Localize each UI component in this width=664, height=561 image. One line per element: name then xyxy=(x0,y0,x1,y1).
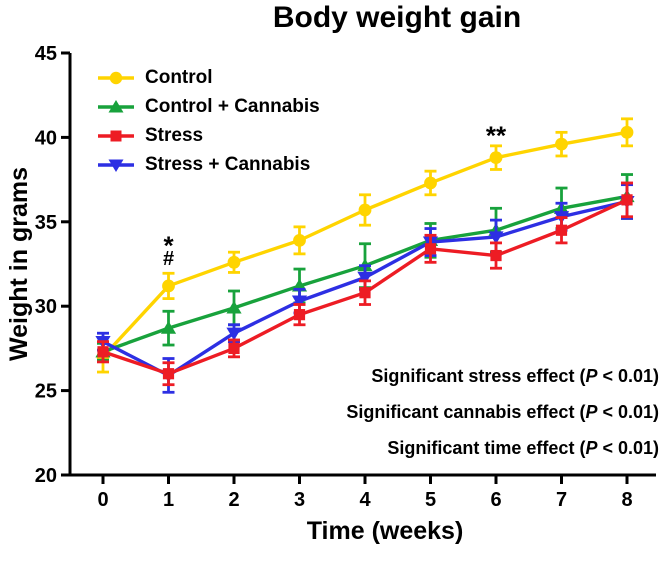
data-point-control xyxy=(358,203,372,217)
note-prefix: Significant time effect ( xyxy=(387,438,586,458)
annotation-star: * xyxy=(163,230,174,260)
circle-legend-icon xyxy=(98,71,134,84)
legend-label: Control + Cannabis xyxy=(145,95,320,117)
data-point-control xyxy=(555,137,568,151)
data-point-stress xyxy=(555,224,568,236)
note-prefix: Significant cannabis effect ( xyxy=(346,402,586,422)
note-suffix: < 0.01) xyxy=(597,438,659,458)
data-point-stress xyxy=(424,243,437,255)
legend-item: Stress xyxy=(96,121,320,150)
note-prefix: Significant stress effect ( xyxy=(371,366,586,386)
note-line: Significant cannabis effect (P < 0.01) xyxy=(346,394,659,430)
y-tick-label: 40 xyxy=(35,127,57,149)
y-tick-label: 25 xyxy=(35,381,57,403)
y-tick-label: 45 xyxy=(35,43,57,65)
legend-label: Stress + Cannabis xyxy=(145,153,311,175)
data-point-control xyxy=(620,125,634,139)
x-axis-label: Time (weeks) xyxy=(306,517,464,545)
data-point-stress-cannabis xyxy=(488,231,504,245)
data-point-stress-cannabis xyxy=(357,271,373,285)
note-p-symbol: P xyxy=(585,438,598,458)
data-point-stress xyxy=(293,309,306,321)
x-tick-label: 1 xyxy=(163,489,174,511)
x-tick-label: 5 xyxy=(425,489,436,511)
data-point-control xyxy=(227,255,241,269)
triangle-down-legend-icon xyxy=(98,159,134,172)
y-tick-label: 20 xyxy=(35,465,57,487)
y-tick-label: 30 xyxy=(35,296,57,318)
x-tick-label: 0 xyxy=(97,489,108,511)
data-point-control-cannabis xyxy=(226,300,242,314)
x-tick-label: 2 xyxy=(228,489,239,511)
annotation-hash: # xyxy=(163,248,174,270)
data-point-control xyxy=(424,176,437,190)
legend: Control Control + Cannabis Stress Stress + … xyxy=(96,63,320,179)
note-line: Significant stress effect (P < 0.01) xyxy=(346,358,659,394)
chart-title: Body weight gain xyxy=(272,1,522,34)
data-point-stress xyxy=(162,368,175,380)
note-line: Significant time effect (P < 0.01) xyxy=(346,430,659,466)
data-point-stress xyxy=(490,249,502,262)
x-tick-label: 7 xyxy=(556,489,567,511)
data-point-stress-cannabis xyxy=(226,327,242,341)
x-tick-label: 3 xyxy=(294,489,305,511)
data-point-control xyxy=(293,233,306,247)
note-suffix: < 0.01) xyxy=(597,402,659,422)
square-legend-icon xyxy=(98,130,134,141)
significance-notes: Significant stress effect (P < 0.01) Sign… xyxy=(346,358,659,466)
legend-item: Stress + Cannabis xyxy=(96,150,320,179)
data-point-control xyxy=(489,151,503,165)
note-p-symbol: P xyxy=(585,402,598,422)
legend-item: Control + Cannabis xyxy=(96,92,320,121)
triangle-up-legend-icon xyxy=(98,99,134,112)
y-tick-label: 35 xyxy=(35,212,57,234)
note-suffix: < 0.01) xyxy=(597,366,659,386)
data-point-stress xyxy=(97,346,109,358)
legend-item: Control xyxy=(96,63,320,92)
data-point-control-cannabis xyxy=(160,320,177,334)
x-tick-label: 6 xyxy=(490,489,501,511)
annotation-star: ** xyxy=(486,121,507,151)
data-point-stress xyxy=(359,287,371,299)
x-tick-label: 4 xyxy=(359,489,371,511)
legend-label: Stress xyxy=(145,124,204,146)
data-point-control xyxy=(162,279,175,293)
data-point-stress-cannabis xyxy=(291,295,308,309)
note-p-symbol: P xyxy=(585,366,598,386)
x-tick-label: 8 xyxy=(621,489,632,511)
data-point-stress xyxy=(621,194,633,206)
legend-label: Control xyxy=(145,66,213,88)
data-point-stress xyxy=(228,342,240,354)
